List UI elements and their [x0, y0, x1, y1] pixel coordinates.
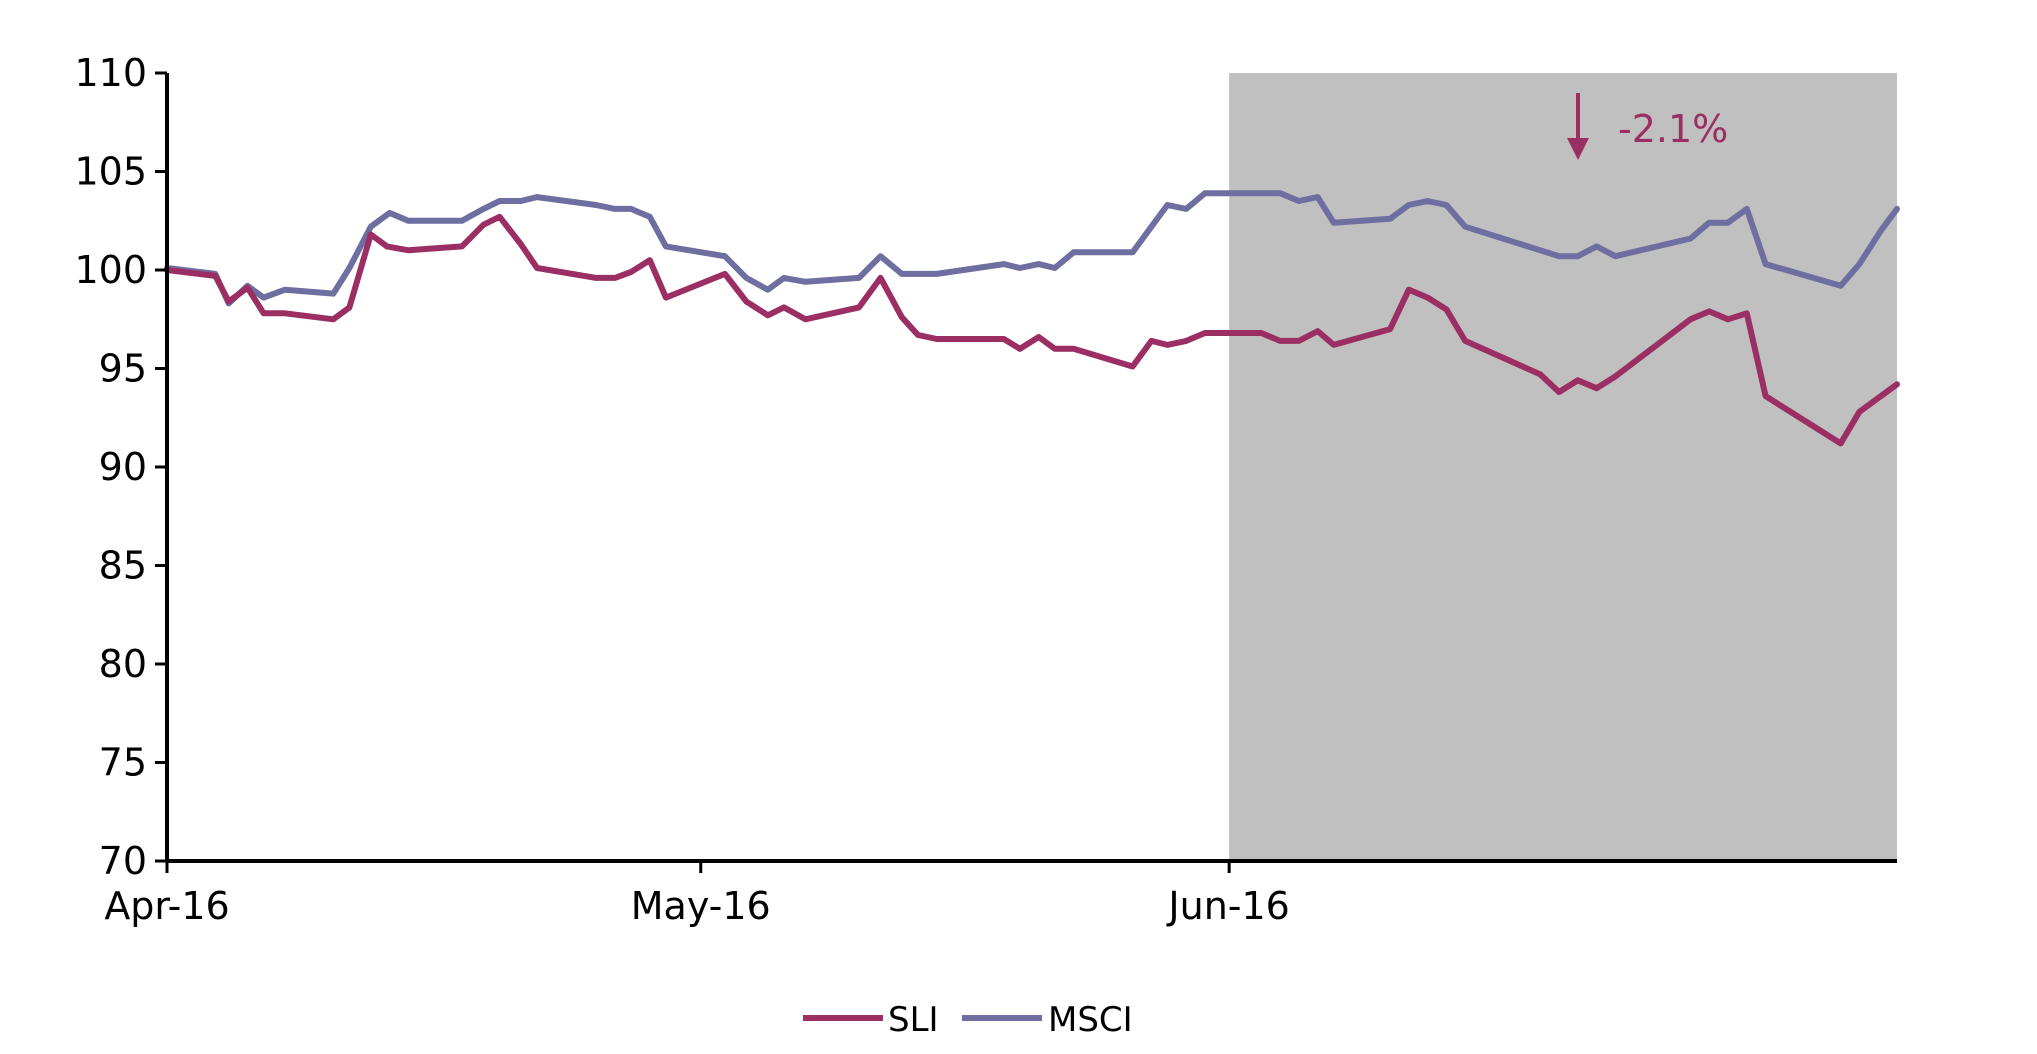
annotation: -2.1% — [1567, 93, 1728, 160]
y-tick-label: 75 — [99, 741, 147, 785]
legend-label-sli: SLI — [888, 1000, 939, 1040]
x-tick-label: May-16 — [631, 884, 771, 928]
x-tick-label: Jun-16 — [1166, 884, 1289, 928]
arrow-head — [1567, 138, 1589, 160]
x-ticks: Apr-16 May-16 Jun-16 — [104, 861, 1290, 928]
y-tick-label: 95 — [99, 347, 147, 391]
y-tick-label: 70 — [99, 839, 147, 883]
y-tick-label: 90 — [99, 445, 147, 489]
y-tick-label: 80 — [99, 642, 147, 686]
legend-label-msci: MSCI — [1048, 1000, 1133, 1040]
y-tick-label: 85 — [99, 544, 147, 588]
y-ticks: 70 75 80 85 90 95 100 105 110 — [74, 51, 167, 883]
series-line-msci — [164, 190, 1900, 307]
shaded-period-region — [1229, 73, 1897, 861]
y-tick-label: 105 — [74, 150, 147, 194]
series-lines — [164, 190, 1900, 447]
y-tick-label: 100 — [74, 248, 147, 292]
x-tick-label: Apr-16 — [104, 884, 229, 928]
legend: SLI MSCI — [803, 1000, 1133, 1040]
series-line-sli — [164, 213, 1900, 447]
annotation-label: -2.1% — [1618, 107, 1728, 151]
y-tick-label: 110 — [74, 51, 147, 95]
